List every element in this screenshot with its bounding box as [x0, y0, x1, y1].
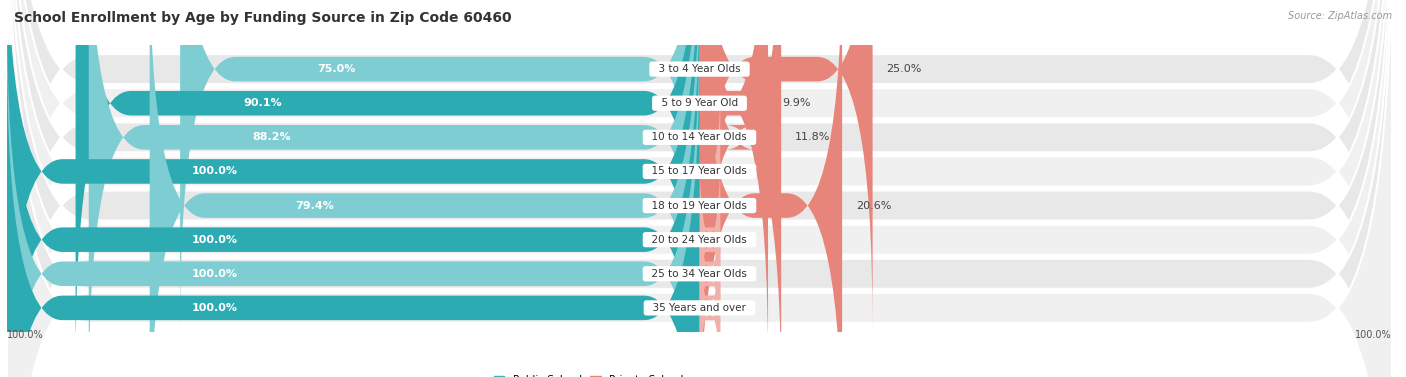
- FancyBboxPatch shape: [180, 0, 700, 330]
- Text: 5 to 9 Year Old: 5 to 9 Year Old: [655, 98, 744, 108]
- FancyBboxPatch shape: [700, 0, 873, 330]
- FancyBboxPatch shape: [700, 218, 720, 377]
- Text: 0.0%: 0.0%: [727, 303, 755, 313]
- FancyBboxPatch shape: [7, 47, 700, 377]
- Text: 100.0%: 100.0%: [191, 234, 238, 245]
- Text: 10 to 14 Year Olds: 10 to 14 Year Olds: [645, 132, 754, 143]
- FancyBboxPatch shape: [89, 0, 700, 377]
- Text: 25 to 34 Year Olds: 25 to 34 Year Olds: [645, 269, 754, 279]
- Text: 9.9%: 9.9%: [782, 98, 810, 108]
- Text: 100.0%: 100.0%: [191, 269, 238, 279]
- Text: 0.0%: 0.0%: [727, 269, 755, 279]
- Text: 79.4%: 79.4%: [295, 201, 335, 211]
- Text: 100.0%: 100.0%: [191, 303, 238, 313]
- FancyBboxPatch shape: [700, 0, 842, 377]
- FancyBboxPatch shape: [7, 0, 1392, 377]
- FancyBboxPatch shape: [700, 0, 768, 364]
- Text: 0.0%: 0.0%: [727, 166, 755, 176]
- FancyBboxPatch shape: [700, 81, 720, 262]
- Text: 75.0%: 75.0%: [316, 64, 356, 74]
- Text: Source: ZipAtlas.com: Source: ZipAtlas.com: [1288, 11, 1392, 21]
- FancyBboxPatch shape: [7, 0, 700, 377]
- Text: 88.2%: 88.2%: [253, 132, 291, 143]
- Text: 0.0%: 0.0%: [727, 234, 755, 245]
- Text: School Enrollment by Age by Funding Source in Zip Code 60460: School Enrollment by Age by Funding Sour…: [14, 11, 512, 25]
- FancyBboxPatch shape: [76, 0, 700, 364]
- FancyBboxPatch shape: [7, 0, 1392, 377]
- Text: 15 to 17 Year Olds: 15 to 17 Year Olds: [645, 166, 754, 176]
- FancyBboxPatch shape: [700, 150, 720, 330]
- FancyBboxPatch shape: [7, 0, 1392, 377]
- Text: 35 Years and over: 35 Years and over: [647, 303, 752, 313]
- Text: 100.0%: 100.0%: [1355, 330, 1392, 340]
- FancyBboxPatch shape: [7, 0, 1392, 377]
- FancyBboxPatch shape: [7, 0, 1392, 377]
- FancyBboxPatch shape: [149, 0, 700, 377]
- Text: 25.0%: 25.0%: [886, 64, 922, 74]
- Text: 18 to 19 Year Olds: 18 to 19 Year Olds: [645, 201, 754, 211]
- FancyBboxPatch shape: [7, 0, 1392, 377]
- FancyBboxPatch shape: [700, 0, 782, 377]
- FancyBboxPatch shape: [700, 184, 720, 364]
- Text: 90.1%: 90.1%: [243, 98, 283, 108]
- Legend: Public School, Private School: Public School, Private School: [489, 371, 688, 377]
- FancyBboxPatch shape: [7, 0, 1392, 377]
- Text: 100.0%: 100.0%: [191, 166, 238, 176]
- FancyBboxPatch shape: [7, 0, 700, 377]
- FancyBboxPatch shape: [7, 0, 1392, 377]
- Text: 20.6%: 20.6%: [856, 201, 891, 211]
- Text: 3 to 4 Year Olds: 3 to 4 Year Olds: [652, 64, 747, 74]
- Text: 11.8%: 11.8%: [794, 132, 831, 143]
- FancyBboxPatch shape: [7, 13, 700, 377]
- Text: 20 to 24 Year Olds: 20 to 24 Year Olds: [645, 234, 754, 245]
- Text: 100.0%: 100.0%: [7, 330, 44, 340]
